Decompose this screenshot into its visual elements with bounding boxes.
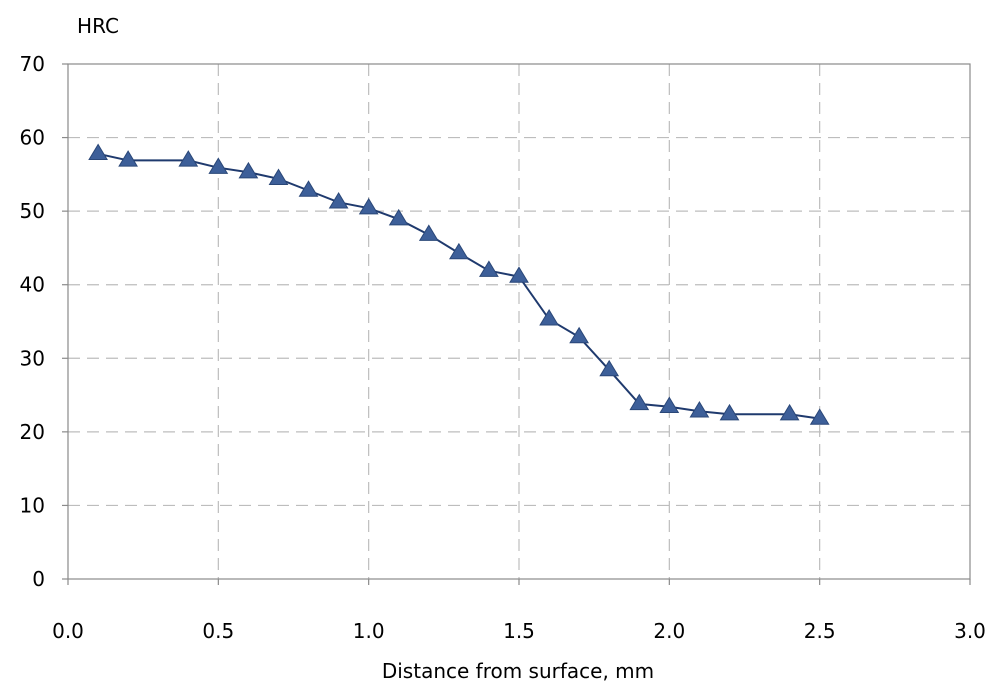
y-tick-label: 20 [20,420,45,444]
y-tick-label: 10 [20,493,45,517]
data-point-triangle [298,180,319,197]
x-tick-label: 2.0 [653,619,685,643]
data-point-triangle [689,401,710,418]
x-tick-label: 0.0 [52,619,84,643]
data-point-triangle [809,408,830,425]
x-tick-label: 3.0 [954,619,986,643]
data-point-triangle [509,266,529,283]
data-point-triangle [358,197,379,215]
x-tick-label: 2.5 [804,619,836,643]
x-axis-tick-labels: 0.0 0.5 1.0 1.5 2.0 2.5 3.0 [52,579,986,643]
y-axis-title: HRC [77,14,119,38]
data-point-triangle [88,143,108,160]
data-point-triangle [328,192,349,209]
x-axis-title: Distance from surface, mm [382,659,654,683]
data-point-triangle [719,403,740,421]
data-point-triangle [178,150,199,167]
y-tick-label: 30 [20,346,45,370]
y-axis-tick-labels: 0 10 20 30 40 50 60 70 [20,52,68,591]
data-point-triangle [479,260,499,277]
data-point-triangle [208,157,229,174]
y-tick-label: 50 [20,199,45,223]
x-tick-label: 0.5 [202,619,234,643]
y-tick-label: 0 [32,567,45,591]
data-point-triangle [569,326,589,344]
data-point-triangle [118,150,138,167]
data-point-triangle [599,359,620,377]
data-point-triangle [539,309,559,326]
series-line [97,152,820,420]
data-point-triangle [418,224,439,241]
y-tick-label: 40 [20,273,45,297]
grid-lines [68,64,970,579]
data-point-triangle [238,161,259,179]
y-tick-label: 60 [20,126,45,150]
x-tick-label: 1.5 [503,619,535,643]
series-markers [88,143,830,425]
data-point-triangle [659,396,680,413]
data-point-triangle [629,393,650,411]
data-point-triangle [388,208,409,226]
data-point-triangle [449,242,469,260]
data-point-triangle [779,403,800,421]
y-tick-label: 70 [20,52,45,76]
x-tick-label: 1.0 [353,619,385,643]
data-point-triangle [268,168,289,185]
